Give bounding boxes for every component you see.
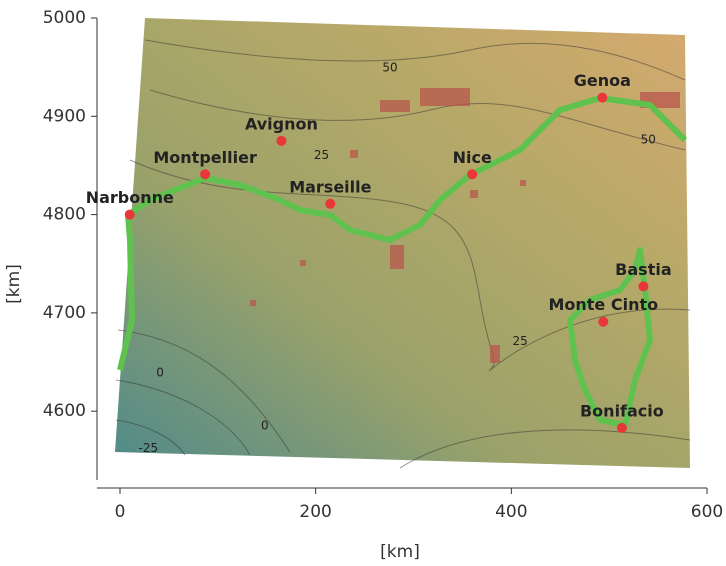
x-axis-label: [km] bbox=[380, 542, 420, 562]
contour-label: 25 bbox=[512, 334, 527, 348]
city-marker bbox=[200, 169, 211, 180]
y-tick-label: 4900 bbox=[43, 106, 86, 126]
contour-label: 25 bbox=[314, 148, 329, 162]
x-tick-label: 0 bbox=[115, 502, 126, 522]
y-tick-label: 4600 bbox=[43, 401, 86, 421]
city-marker bbox=[598, 316, 609, 327]
terrain bbox=[115, 18, 690, 468]
contour-label: 0 bbox=[156, 365, 164, 379]
city-label: Bonifacio bbox=[580, 401, 664, 420]
city-label: Monte Cinto bbox=[548, 295, 658, 314]
city-label: Nice bbox=[453, 148, 492, 167]
city-marker bbox=[124, 209, 135, 220]
city-label: Marseille bbox=[289, 177, 371, 196]
contour-label: -25 bbox=[139, 441, 159, 455]
city-marker bbox=[467, 169, 478, 180]
x-tick-label: 400 bbox=[495, 502, 527, 522]
x-tick-label: 200 bbox=[299, 502, 331, 522]
contour-label: 50 bbox=[382, 61, 397, 75]
city-label: Bastia bbox=[615, 260, 671, 279]
city-label: Montpellier bbox=[153, 148, 257, 167]
city-marker bbox=[597, 92, 608, 103]
y-axis-label: [km] bbox=[4, 264, 24, 304]
city-marker bbox=[276, 135, 287, 146]
y-tick-label: 4700 bbox=[43, 303, 86, 323]
contours bbox=[115, 39, 691, 469]
city-label: Genoa bbox=[574, 71, 631, 90]
city-marker bbox=[325, 198, 336, 209]
y-tick-label: 5000 bbox=[43, 8, 86, 28]
contour-label: 50 bbox=[641, 132, 656, 146]
y-tick-label: 4800 bbox=[43, 205, 86, 225]
city-label: Narbonne bbox=[86, 188, 174, 207]
city-marker bbox=[616, 422, 627, 433]
contour-label: 0 bbox=[261, 418, 269, 432]
city-marker bbox=[638, 281, 649, 292]
city-label: Avignon bbox=[245, 114, 318, 133]
x-tick-label: 600 bbox=[691, 502, 723, 522]
